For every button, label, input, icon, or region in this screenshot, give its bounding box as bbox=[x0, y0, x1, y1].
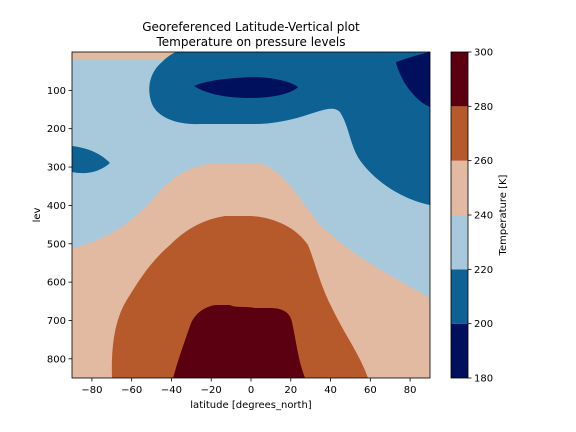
contour-fill-220-240 bbox=[72, 59, 430, 298]
y-tick-label: 500 bbox=[47, 239, 66, 250]
colorbar-segment bbox=[451, 160, 468, 215]
colorbar-label: Temperature [K] bbox=[498, 174, 509, 256]
x-axis-label: latitude [degrees_north] bbox=[190, 400, 312, 411]
x-tick-label: −60 bbox=[121, 385, 142, 396]
colorbar-tick-label: 240 bbox=[474, 211, 493, 222]
x-tick-label: −80 bbox=[81, 385, 102, 396]
y-tick-label: 300 bbox=[47, 163, 66, 174]
colorbar-tick-label: 260 bbox=[474, 156, 493, 167]
x-tick-label: −40 bbox=[161, 385, 182, 396]
colorbar-segment bbox=[451, 269, 468, 324]
contour-fill-260-280 bbox=[111, 216, 369, 378]
contour-fill-280-300 bbox=[173, 305, 305, 378]
colorbar-segment bbox=[451, 323, 468, 378]
chart-title: Georeferenced Latitude-Vertical plot bbox=[142, 20, 360, 34]
y-tick-label: 700 bbox=[47, 316, 66, 327]
colorbar-segment bbox=[451, 52, 468, 107]
y-tick-label: 400 bbox=[47, 201, 66, 212]
contour-fill-180-200-center bbox=[194, 77, 298, 98]
y-axis-label: lev bbox=[32, 207, 43, 222]
contour-fill-200-220-pocket bbox=[72, 146, 110, 174]
colorbar-segment bbox=[451, 106, 468, 161]
x-axis: −80 −60 −40 −20 0 20 40 60 80 bbox=[81, 378, 416, 396]
y-tick-label: 200 bbox=[47, 124, 66, 135]
y-tick-label: 800 bbox=[47, 354, 66, 365]
colorbar-tick-label: 180 bbox=[474, 374, 493, 385]
x-tick-label: 80 bbox=[404, 385, 417, 396]
x-tick-label: 40 bbox=[324, 385, 337, 396]
y-tick-label: 600 bbox=[47, 278, 66, 289]
x-tick-label: −20 bbox=[201, 385, 222, 396]
colorbar-segment bbox=[451, 215, 468, 270]
contour-fill-180-200-corner bbox=[396, 52, 430, 107]
colorbar-tick-label: 220 bbox=[474, 265, 493, 276]
colorbar: 180 200 220 240 260 280 300 bbox=[450, 48, 493, 385]
chart-subtitle: Temperature on pressure levels bbox=[155, 35, 345, 49]
x-tick-label: 60 bbox=[364, 385, 377, 396]
colorbar-tick-label: 280 bbox=[474, 102, 493, 113]
y-tick-label: 100 bbox=[47, 86, 66, 97]
x-tick-label: 20 bbox=[284, 385, 297, 396]
y-axis: 100 200 300 400 500 600 700 800 bbox=[47, 86, 72, 365]
x-tick-label: 0 bbox=[248, 385, 254, 396]
colorbar-tick-label: 300 bbox=[474, 48, 493, 59]
contour-fills bbox=[72, 52, 430, 378]
colorbar-tick-label: 200 bbox=[474, 319, 493, 330]
